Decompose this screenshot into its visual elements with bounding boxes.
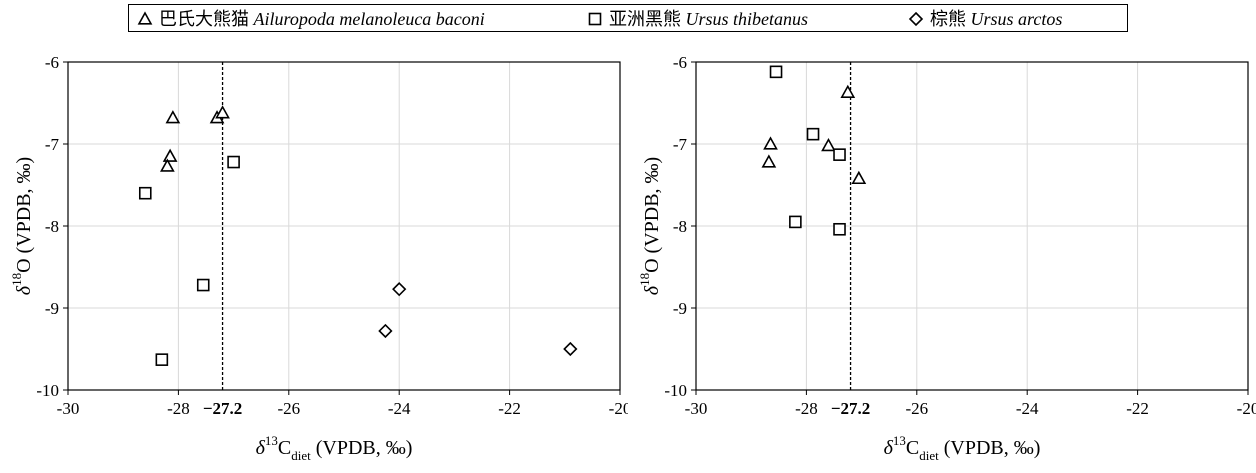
y-tick-label: -8 [673,217,687,236]
data-point-square [155,353,169,366]
legend-item-triangle: 巴氏大熊猫 Ailuropoda melanoleuca baconi [137,9,485,29]
data-point-square [833,222,846,236]
data-point-square [769,65,783,79]
data-point-square [833,148,846,161]
y-tick-label: -7 [45,135,60,154]
x-tick-label: -30 [685,399,708,418]
data-point-diamond [392,282,407,297]
chart-right-svg: -30 -28 -26 -24 -22 -20 -10 -9 -8 -7 -6 −27.2 δ13Cdi… [637,53,1256,463]
legend-latin-square: Ursus thibetanus [686,9,809,29]
chart-right: -30 -28 -26 -24 -22 -20 -10 -9 -8 -7 -6 −27.2 δ13Cdi… [628,40,1256,473]
x-tick-label: -28 [795,399,818,418]
x-tick-label: -24 [1016,399,1039,418]
series-square [769,65,846,236]
legend-diamond-marker [908,11,924,27]
x-tick-label: -28 [167,399,190,418]
x-tick-label: -30 [57,399,80,418]
legend-svg: 巴氏大熊猫 Ailuropoda melanoleuca baconi 亚洲黑熊 … [137,9,1062,29]
legend-item-diamond: 棕熊 Ursus arctos [908,9,1062,29]
y-tick-label: -9 [45,299,59,318]
data-point-triangle [840,84,856,98]
reference-line-label: −27.2 [203,399,242,418]
x-tick-label: -20 [1237,399,1256,418]
legend-item-square: 亚洲黑熊 Ursus thibetanus [588,9,808,29]
data-point-square [806,127,820,141]
y-tick-label: -7 [673,135,688,154]
data-point-triangle [761,154,777,168]
series-triangle [160,105,230,172]
legend-label-triangle: 巴氏大熊猫 Ailuropoda melanoleuca baconi [159,9,485,29]
legend: 巴氏大熊猫 Ailuropoda melanoleuca baconi 亚洲黑熊 … [128,4,1128,32]
y-tick-label: -10 [664,381,687,400]
data-point-triangle [851,170,867,185]
x-tick-label: -26 [277,399,300,418]
data-point-triangle [763,136,778,150]
data-point-triangle [162,148,178,162]
y-tick-label: -10 [36,381,59,400]
chart-left: -30 -28 -26 -24 -22 -20 -10 -9 -8 -7 -6 −27.2 δ13Cdi… [0,40,631,473]
x-tick-label: -24 [388,399,411,418]
legend-triangle-marker [137,11,153,25]
legend-zh-square: 亚洲黑熊 [609,9,686,29]
legend-square-marker [588,12,602,26]
legend-latin-diamond: Ursus arctos [971,9,1063,29]
legend-zh-triangle: 巴氏大熊猫 [159,9,254,29]
data-point-square [789,215,802,229]
data-point-square [138,186,152,200]
data-point-square [196,278,210,292]
legend-label-diamond: 棕熊 Ursus arctos [930,9,1062,29]
y-axis-title: δ18O (VPDB, ‰) [637,157,663,295]
legend-zh-diamond: 棕熊 [930,9,971,29]
x-tick-label: -22 [1126,399,1149,418]
data-point-square [227,155,240,169]
y-tick-label: -9 [673,299,687,318]
x-tick-label: -26 [905,399,928,418]
chart-left-svg: -30 -28 -26 -24 -22 -20 -10 -9 -8 -7 -6 −27.2 δ13Cdi… [9,53,631,463]
data-point-triangle [821,137,836,152]
y-axis-title: δ18O (VPDB, ‰) [9,157,35,295]
data-point-diamond [563,341,578,357]
legend-label-square: 亚洲黑熊 Ursus thibetanus [609,9,808,29]
y-tick-label: -6 [673,53,687,72]
series-triangle [761,84,867,185]
series-diamond [378,282,578,357]
reference-line-label: −27.2 [831,399,870,418]
x-tick-label: -22 [498,399,521,418]
x-axis-title: δ13Cdiet (VPDB, ‰) [884,433,1041,463]
series-square [138,155,240,366]
x-tick-label: -20 [609,399,628,418]
data-point-triangle [160,158,175,172]
data-point-triangle [165,110,181,124]
y-tick-label: -8 [45,217,59,236]
data-point-diamond [378,323,393,339]
y-tick-label: -6 [45,53,59,72]
x-axis-title: δ13Cdiet (VPDB, ‰) [256,433,413,463]
data-point-triangle [215,105,230,119]
legend-latin-triangle: Ailuropoda melanoleuca baconi [253,9,485,29]
